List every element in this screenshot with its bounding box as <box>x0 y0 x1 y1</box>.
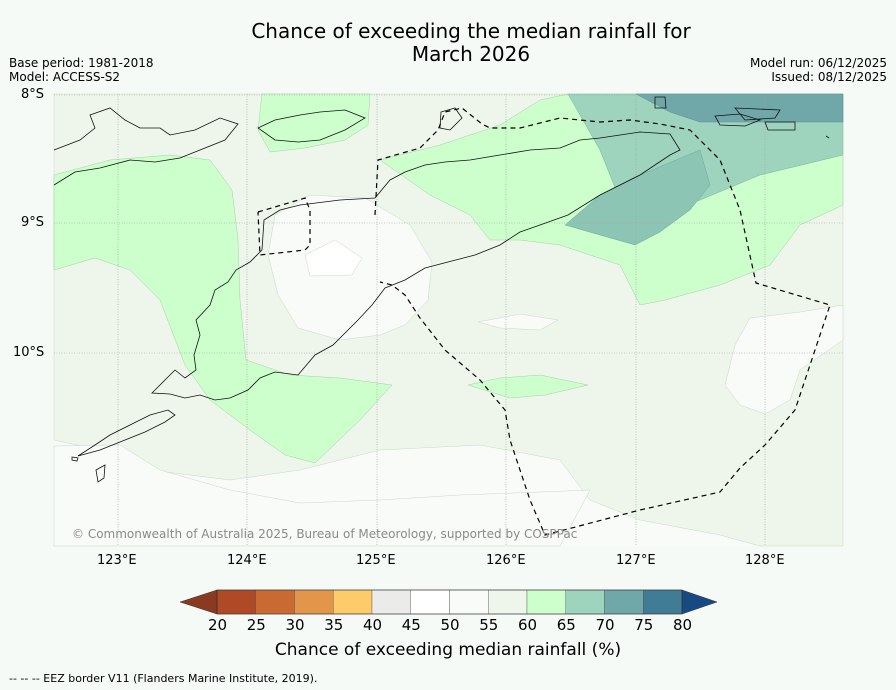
region-45-50-inner <box>304 239 363 277</box>
lat-label-10s: 10°S <box>13 345 45 360</box>
colorbar-segment <box>643 589 683 615</box>
gridlines <box>54 94 843 546</box>
base-period: Base period: 1981-2018 <box>9 56 154 70</box>
region-50-55-south <box>53 444 591 547</box>
title-line-1: Chance of exceeding the median rainfall … <box>251 19 691 43</box>
map-title: Chance of exceeding the median rainfall … <box>0 20 896 66</box>
lat-label-8s: 8°S <box>21 87 45 102</box>
region-50-55-small <box>477 313 559 331</box>
colorbar-tick-label: 35 <box>324 616 344 634</box>
model-name: Model: ACCESS-S2 <box>9 70 121 84</box>
colorbar-segment <box>488 589 528 615</box>
sumba-edge <box>95 464 106 483</box>
colorbar-tick-label: 55 <box>479 616 499 634</box>
meta-right: Model run: 06/12/2025 Issued: 08/12/2025 <box>750 56 887 84</box>
colorbar-outline <box>216 589 683 615</box>
colorbar-label: Chance of exceeding median rainfall (%) <box>274 640 622 660</box>
island-d <box>734 107 781 121</box>
colorbar-extend-low <box>179 589 218 615</box>
colorbar-tick-label: 80 <box>673 616 693 634</box>
issued-date: Issued: 08/12/2025 <box>771 70 887 84</box>
timor-coastline <box>151 131 681 401</box>
eez-border <box>257 107 831 536</box>
colorbar-tick-label: 65 <box>556 616 576 634</box>
colorbar-tick-label: 25 <box>246 616 266 634</box>
colorbar-segment <box>410 589 450 615</box>
colorbar-tick-label: 40 <box>363 616 383 634</box>
lon-label-125e: 125°E <box>356 553 396 568</box>
colorbar-segment <box>371 589 411 615</box>
rote-coastline <box>77 409 176 457</box>
lon-label-126e: 126°E <box>486 553 526 568</box>
colorbar-segment <box>449 589 489 615</box>
colorbar-segment <box>216 589 256 615</box>
island-c <box>714 113 762 127</box>
map-area <box>53 93 844 547</box>
colorbar <box>179 589 718 615</box>
colorbar-tick-label: 60 <box>518 616 538 634</box>
alor-coastline <box>257 109 366 143</box>
colorbar-segment <box>604 589 644 615</box>
coastlines <box>53 96 830 483</box>
eez-footer-note: -- -- -- EEZ border V11 (Flanders Marine… <box>9 672 318 685</box>
model-run: Model run: 06/12/2025 <box>749 56 887 70</box>
region-60-65-north <box>257 93 371 153</box>
meta-left: Base period: 1981-2018 Model: ACCESS-S2 <box>9 56 154 84</box>
islet-1 <box>71 456 79 462</box>
island-e <box>764 121 796 131</box>
colorbar-segment <box>526 589 566 615</box>
island-b <box>654 96 667 109</box>
region-60-65-west <box>53 154 393 464</box>
lon-label-128e: 128°E <box>745 553 785 568</box>
region-60-65-patch <box>467 374 589 399</box>
lon-label-123e: 123°E <box>97 553 137 568</box>
colorbar-tick-label: 70 <box>595 616 615 634</box>
colorbar-segment <box>294 589 334 615</box>
colorbar-extend-high <box>681 589 718 615</box>
colorbar-tick-label: 20 <box>208 616 228 634</box>
colorbar-tick-label: 30 <box>285 616 305 634</box>
title-line-2: March 2026 <box>411 42 531 66</box>
colorbar-segment <box>333 589 373 615</box>
colorbar-tick-label: 75 <box>634 616 654 634</box>
lat-label-9s: 9°S <box>21 215 45 230</box>
colorbar-tick-label: 45 <box>401 616 421 634</box>
colorbar-segment <box>565 589 605 615</box>
flores-coastline <box>53 107 239 186</box>
colorbar-tick-label: 50 <box>440 616 460 634</box>
colorbar-segment <box>255 589 295 615</box>
islet-2 <box>825 135 830 139</box>
lon-label-127e: 127°E <box>616 553 656 568</box>
lon-label-124e: 124°E <box>227 553 267 568</box>
copyright-notice: © Commonwealth of Australia 2025, Bureau… <box>72 527 578 541</box>
